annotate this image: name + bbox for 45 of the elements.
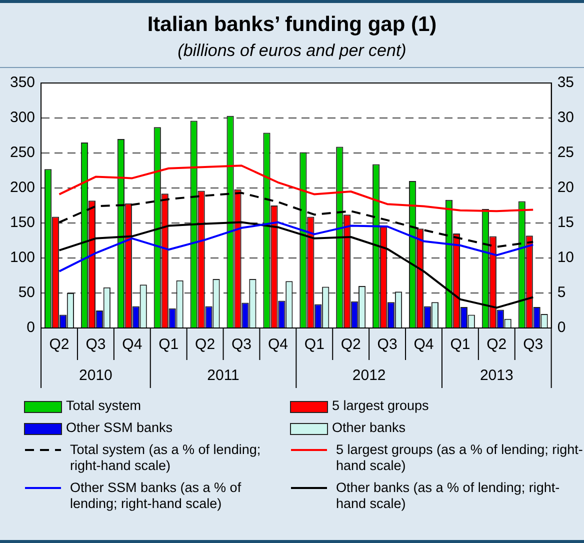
y2-tick-label: 30 xyxy=(557,109,574,126)
x-tick-label: Q1 xyxy=(304,336,324,354)
y2-tick-label: 10 xyxy=(557,249,574,266)
x-tick-label: Q4 xyxy=(268,336,288,354)
y2-tick-label: 15 xyxy=(557,214,574,232)
x-tick-label: Q2 xyxy=(340,336,361,354)
legend-label: Other banks xyxy=(332,420,406,436)
y-tick-label: 300 xyxy=(10,109,36,126)
line-series xyxy=(58,192,534,248)
text: 2013 xyxy=(480,367,514,384)
y2-tick-label: 25 xyxy=(557,144,574,162)
x-tick-label: Q1 xyxy=(158,336,179,354)
x-tick-label: Q3 xyxy=(86,336,106,354)
chart-subtitle: (billions of euros and per cent) xyxy=(176,41,408,61)
x-tick-label: Q4 xyxy=(414,336,434,354)
text: 2012 xyxy=(352,367,386,384)
x-tick-label: Q3 xyxy=(523,336,544,354)
x-tick-label: Q3 xyxy=(377,336,398,354)
legend-label: Total system xyxy=(66,398,142,414)
legend-label: Total system (as a % of lending; right-hand scale) xyxy=(70,442,262,474)
legend-label: Other SSM banks xyxy=(66,420,173,436)
text: 2010 xyxy=(79,367,112,384)
y-tick-label: 150 xyxy=(10,214,36,232)
y2-tick-label: 35 xyxy=(557,74,574,92)
y-tick-label: 50 xyxy=(18,284,36,302)
text: 2011 xyxy=(207,367,240,384)
y-tick-label: 350 xyxy=(10,74,36,92)
x-tick-label: Q2 xyxy=(49,336,70,354)
legend-label: Other SSM banks (as a % of lending; right-hand scale) xyxy=(70,480,242,512)
y2-tick-label: 0 xyxy=(557,319,566,336)
x-tick-label: Q2 xyxy=(486,336,507,354)
y-tick-label: 200 xyxy=(10,179,36,196)
y-tick-label: 0 xyxy=(26,319,36,336)
legend-label: 5 largest groups (as a % of lending; right-hand scale) xyxy=(336,442,584,474)
x-tick-label: Q4 xyxy=(122,336,142,354)
x-tick-label: Q2 xyxy=(195,336,216,354)
legend-label: 5 largest groups xyxy=(332,398,429,414)
chart-title: Italian banks’ funding gap (1) xyxy=(146,13,438,37)
x-tick-label: Q3 xyxy=(231,336,252,354)
x-tick-label: Q1 xyxy=(450,336,470,354)
y2-tick-label: 20 xyxy=(557,179,574,196)
y-tick-label: 250 xyxy=(10,144,36,162)
y2-tick-label: 5 xyxy=(557,284,566,302)
legend-label: Other banks (as a % of lending; right-hand scale) xyxy=(336,480,561,512)
y-tick-label: 100 xyxy=(10,249,36,266)
